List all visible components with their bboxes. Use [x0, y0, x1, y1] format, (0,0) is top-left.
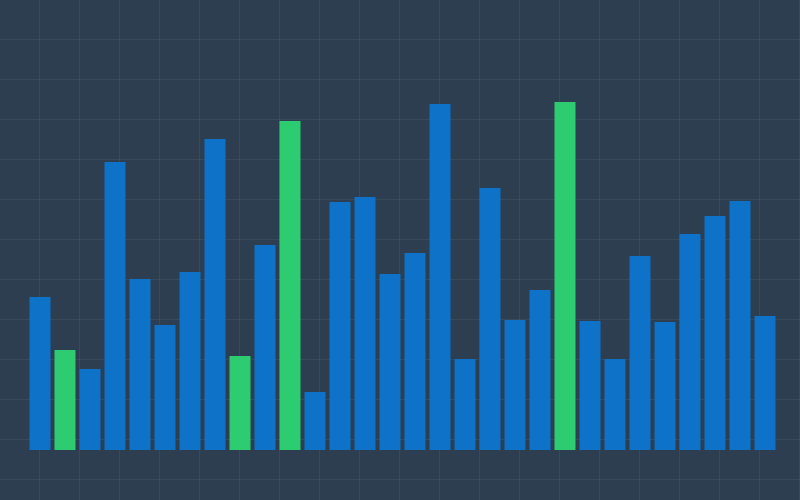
- bar: [454, 359, 476, 450]
- bar: [654, 322, 676, 450]
- bar: [204, 139, 226, 450]
- bar: [229, 356, 251, 450]
- bar: [629, 256, 651, 450]
- bar: [354, 197, 376, 450]
- bar: [154, 325, 176, 450]
- bar: [254, 245, 276, 450]
- bar: [554, 102, 576, 450]
- bar: [329, 202, 351, 450]
- bar: [404, 253, 426, 450]
- bar: [379, 274, 401, 450]
- bar: [754, 316, 776, 450]
- bar: [604, 359, 626, 450]
- bar: [479, 188, 501, 450]
- bar: [129, 279, 151, 450]
- bar: [79, 369, 101, 450]
- bar: [704, 216, 726, 450]
- bar: [179, 272, 201, 450]
- bar: [504, 320, 526, 450]
- bar: [529, 290, 551, 450]
- bar: [729, 201, 751, 450]
- bar: [29, 297, 51, 450]
- bar: [104, 162, 126, 450]
- bar: [579, 321, 601, 450]
- bar: [304, 392, 326, 450]
- bar: [429, 104, 451, 450]
- bar: [679, 234, 701, 450]
- bar: [54, 350, 76, 450]
- bar: [279, 121, 301, 450]
